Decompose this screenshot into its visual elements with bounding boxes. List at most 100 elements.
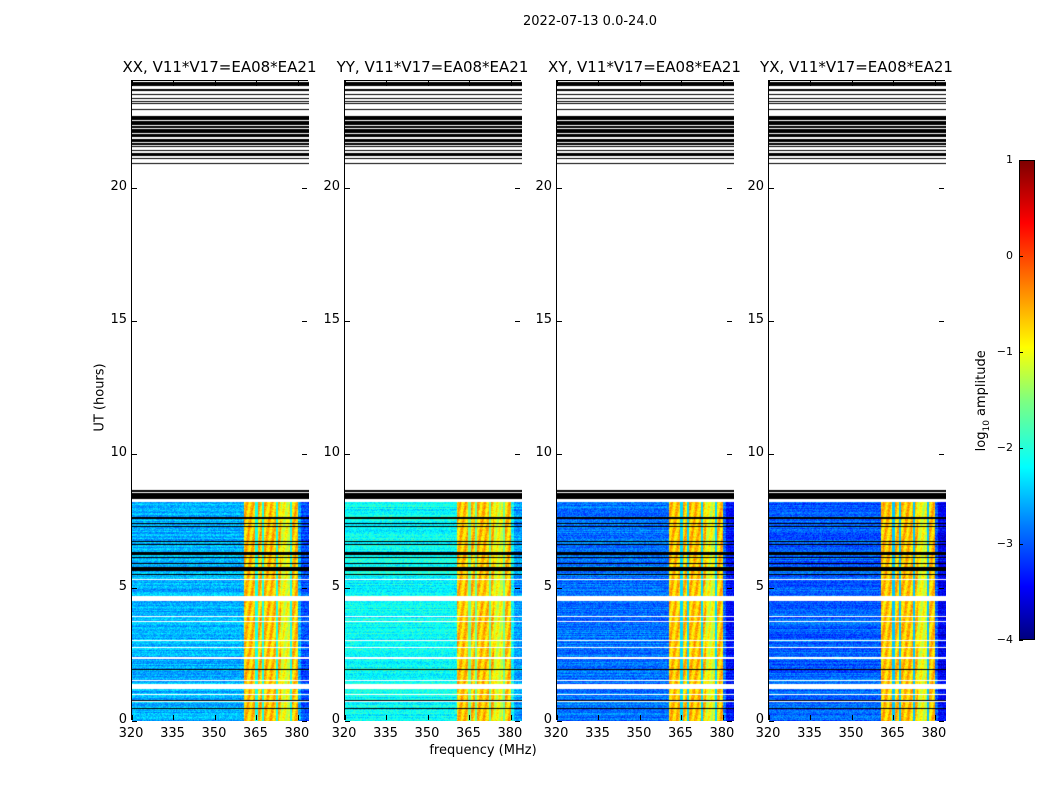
y-tick-mark bbox=[132, 454, 137, 456]
x-tick-mark bbox=[427, 81, 429, 86]
colorbar-tick-mark bbox=[1019, 544, 1023, 545]
x-tick-mark bbox=[893, 81, 895, 86]
colorbar-tick-label: −3 bbox=[996, 537, 1013, 550]
y-tick-label: 15 bbox=[535, 312, 552, 327]
y-tick-mark bbox=[557, 187, 562, 189]
y-tick-label: 0 bbox=[331, 712, 340, 727]
y-tick-mark bbox=[345, 587, 350, 589]
x-tick-mark bbox=[386, 715, 388, 720]
y-tick-mark bbox=[769, 187, 774, 189]
x-tick-mark bbox=[934, 715, 936, 720]
x-tick-label: 380 bbox=[497, 726, 523, 741]
waterfall-axes-0 bbox=[131, 80, 309, 722]
y-tick-mark bbox=[769, 321, 774, 322]
x-tick-mark bbox=[639, 81, 641, 86]
waterfall-axes-2 bbox=[556, 80, 734, 722]
x-tick-label: 365 bbox=[668, 726, 693, 741]
y-tick-mark bbox=[939, 721, 944, 722]
y-tick-mark bbox=[302, 454, 307, 456]
x-tick-mark bbox=[722, 81, 724, 86]
y-tick-label: 5 bbox=[543, 578, 552, 594]
x-tick-mark bbox=[469, 81, 471, 86]
y-tick-mark bbox=[939, 454, 944, 456]
y-tick-mark bbox=[727, 321, 732, 322]
y-tick-mark bbox=[557, 587, 562, 589]
colorbar-tick-mark bbox=[1019, 640, 1023, 641]
x-tick-label: 380 bbox=[284, 726, 310, 741]
x-tick-mark bbox=[469, 715, 471, 720]
y-tick-label: 10 bbox=[535, 445, 552, 461]
colorbar bbox=[1019, 160, 1035, 640]
x-tick-mark bbox=[510, 715, 512, 720]
colorbar-tick-label: 0 bbox=[1006, 249, 1013, 262]
y-tick-mark bbox=[557, 454, 562, 456]
x-tick-label: 350 bbox=[838, 726, 864, 741]
y-tick-label: 0 bbox=[755, 712, 764, 727]
y-tick-mark bbox=[769, 587, 774, 589]
y-tick-mark bbox=[345, 454, 350, 456]
y-tick-mark bbox=[769, 454, 774, 456]
y-tick-label: 10 bbox=[110, 445, 127, 461]
panel-title: XX, V11*V17=EA08*EA21 bbox=[122, 58, 317, 76]
x-tick-mark bbox=[427, 715, 429, 720]
x-tick-label: 350 bbox=[626, 726, 652, 741]
y-tick-mark bbox=[302, 587, 307, 589]
x-tick-mark bbox=[557, 81, 558, 86]
x-tick-label: 365 bbox=[243, 726, 268, 741]
y-tick-mark bbox=[939, 587, 944, 589]
y-tick-mark bbox=[557, 721, 562, 722]
y-tick-mark bbox=[769, 721, 774, 722]
panel-title: YY, V11*V17=EA08*EA21 bbox=[336, 58, 529, 76]
colorbar-tick-label: −4 bbox=[996, 633, 1013, 646]
x-tick-mark bbox=[681, 81, 683, 86]
x-tick-mark bbox=[173, 81, 175, 86]
y-tick-label: 5 bbox=[755, 578, 764, 594]
y-tick-mark bbox=[939, 321, 944, 322]
y-tick-mark bbox=[345, 187, 350, 189]
y-tick-label: 0 bbox=[118, 712, 127, 727]
x-tick-mark bbox=[810, 715, 812, 720]
y-tick-mark bbox=[132, 321, 137, 322]
x-tick-mark bbox=[214, 715, 216, 720]
x-tick-mark bbox=[769, 81, 770, 86]
waterfall-heatmap bbox=[557, 81, 734, 721]
x-tick-mark bbox=[934, 81, 936, 86]
x-tick-mark bbox=[132, 81, 133, 86]
colorbar-label-sub: 10 bbox=[981, 420, 992, 432]
y-tick-mark bbox=[727, 454, 732, 456]
colorbar-tick-mark bbox=[1019, 352, 1023, 353]
y-tick-label: 20 bbox=[323, 178, 340, 194]
x-tick-mark bbox=[598, 715, 600, 720]
y-tick-mark bbox=[515, 454, 520, 456]
x-tick-label: 320 bbox=[331, 726, 357, 741]
x-tick-label: 350 bbox=[201, 726, 227, 741]
y-tick-mark bbox=[515, 187, 520, 189]
x-tick-mark bbox=[639, 715, 641, 720]
y-tick-mark bbox=[345, 321, 350, 322]
x-tick-mark bbox=[851, 81, 853, 86]
x-tick-mark bbox=[386, 81, 388, 86]
x-tick-mark bbox=[256, 81, 258, 86]
x-tick-label: 365 bbox=[880, 726, 905, 741]
x-axis-label: frequency (MHz) bbox=[429, 743, 537, 758]
x-tick-label: 320 bbox=[755, 726, 781, 741]
y-tick-mark bbox=[515, 321, 520, 322]
waterfall-heatmap bbox=[769, 81, 946, 721]
y-tick-label: 5 bbox=[118, 578, 127, 594]
colorbar-tick-label: 1 bbox=[1006, 153, 1013, 166]
y-tick-label: 15 bbox=[110, 312, 127, 327]
x-tick-mark bbox=[256, 715, 258, 720]
waterfall-axes-1 bbox=[344, 80, 522, 722]
y-tick-label: 15 bbox=[747, 312, 764, 327]
y-tick-label: 5 bbox=[331, 578, 340, 594]
x-tick-mark bbox=[214, 81, 216, 86]
y-tick-label: 20 bbox=[110, 178, 127, 194]
y-tick-mark bbox=[727, 187, 732, 189]
y-tick-mark bbox=[302, 321, 307, 322]
x-tick-label: 380 bbox=[709, 726, 735, 741]
y-tick-label: 0 bbox=[543, 712, 552, 727]
colorbar-tick-mark bbox=[1019, 256, 1023, 257]
y-tick-mark bbox=[515, 587, 520, 589]
y-tick-mark bbox=[345, 721, 350, 722]
x-tick-label: 350 bbox=[414, 726, 440, 741]
